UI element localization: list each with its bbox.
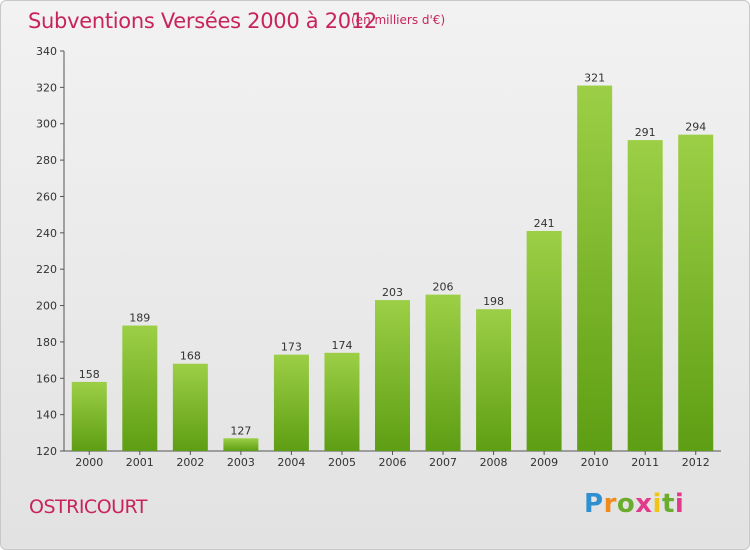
bar-2001: [122, 325, 158, 451]
bar-value-label: 158: [79, 368, 100, 381]
bar-value-label: 174: [331, 339, 352, 352]
bar-2000: [71, 381, 107, 451]
x-tick-label: 2012: [682, 456, 710, 469]
y-tick-label: 160: [36, 372, 57, 385]
bar-value-label: 294: [685, 121, 706, 134]
y-tick-label: 180: [36, 336, 57, 349]
y-tick-label: 200: [36, 300, 57, 313]
bar-2006: [375, 300, 410, 451]
proxiti-logo[interactable]: Proxiti: [584, 489, 685, 519]
x-tick-label: 2010: [581, 456, 609, 469]
bar-2010: [577, 85, 613, 451]
chart-unit: (en milliers d'€): [351, 13, 446, 27]
x-tick-label: 2001: [126, 456, 154, 469]
bar-2012: [678, 134, 714, 452]
y-tick-label: 340: [36, 45, 57, 58]
bar-2007: [425, 294, 461, 451]
y-tick-label: 280: [36, 154, 57, 167]
bar-2008: [476, 309, 512, 451]
bar-2004: [273, 354, 309, 451]
bar-value-label: 291: [635, 126, 656, 139]
commune-name: OSTRICOURT: [29, 496, 147, 518]
bar-2009: [526, 231, 562, 451]
x-tick-label: 2009: [530, 456, 558, 469]
bar-value-label: 206: [433, 281, 454, 294]
bar-value-label: 173: [281, 341, 302, 354]
bar-value-label: 321: [584, 72, 605, 85]
x-tick-label: 2003: [227, 456, 255, 469]
x-tick-label: 2007: [429, 456, 457, 469]
chart-title: Subventions Versées 2000 à 2012: [28, 9, 377, 33]
y-tick-label: 220: [36, 263, 57, 276]
x-tick-label: 2005: [328, 456, 356, 469]
y-tick-label: 240: [36, 227, 57, 240]
bar-value-label: 241: [534, 217, 555, 230]
y-tick-label: 320: [36, 81, 57, 94]
x-tick-label: 2006: [379, 456, 407, 469]
x-tick-label: 2011: [631, 456, 659, 469]
bar-value-label: 203: [382, 286, 403, 299]
bar-2005: [324, 352, 360, 451]
bar-value-label: 127: [230, 424, 251, 437]
y-tick-label: 260: [36, 190, 57, 203]
bar-value-label: 189: [129, 312, 150, 325]
x-tick-label: 2002: [176, 456, 204, 469]
y-tick-label: 140: [36, 409, 57, 422]
x-tick-label: 2004: [277, 456, 305, 469]
bar-value-label: 198: [483, 295, 504, 308]
bar-2011: [627, 140, 663, 451]
y-tick-label: 120: [36, 445, 57, 458]
x-tick-label: 2008: [480, 456, 508, 469]
y-tick-label: 300: [36, 118, 57, 131]
x-tick-label: 2000: [75, 456, 103, 469]
bar-2002: [172, 363, 208, 451]
bar-2003: [223, 438, 259, 451]
bar-value-label: 168: [180, 350, 201, 363]
